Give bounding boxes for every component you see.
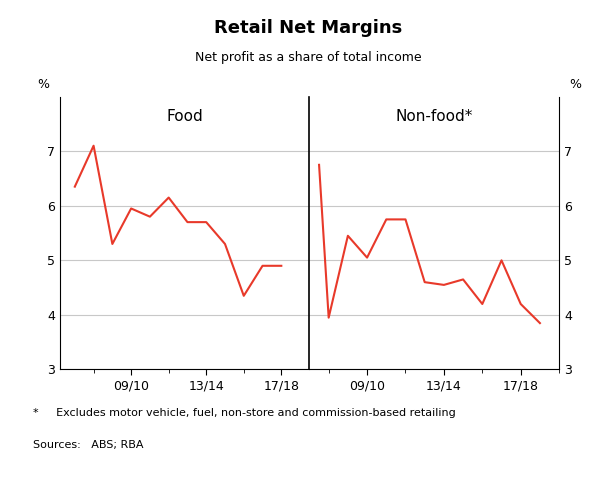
Text: *     Excludes motor vehicle, fuel, non-store and commission-based retailing: * Excludes motor vehicle, fuel, non-stor… <box>33 408 456 418</box>
Text: Sources:   ABS; RBA: Sources: ABS; RBA <box>33 440 144 450</box>
Text: %: % <box>570 78 582 91</box>
Text: %: % <box>37 78 49 91</box>
Text: Non-food*: Non-food* <box>396 109 473 124</box>
Text: Net profit as a share of total income: Net profit as a share of total income <box>195 51 421 64</box>
Text: Retail Net Margins: Retail Net Margins <box>214 19 402 37</box>
Text: Food: Food <box>166 109 203 124</box>
